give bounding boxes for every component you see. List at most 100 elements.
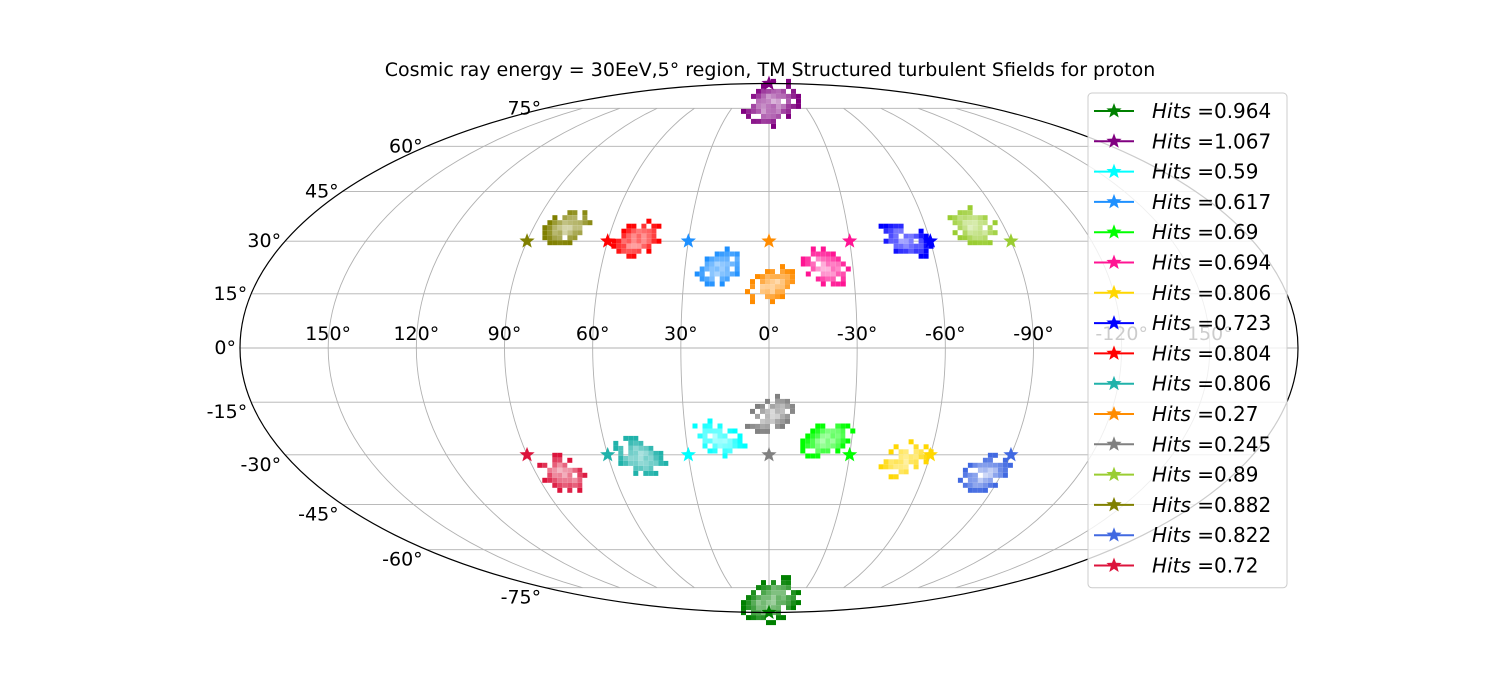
hit-cell	[781, 580, 786, 586]
source-star-marker	[1003, 446, 1019, 462]
hit-cell	[552, 482, 558, 488]
hit-cell	[699, 266, 705, 272]
hit-cell	[741, 108, 746, 114]
hit-cell	[626, 253, 632, 259]
hit-cell	[780, 264, 785, 270]
hit-cell	[820, 423, 826, 429]
legend-star-marker	[1106, 254, 1122, 269]
hit-cell	[972, 472, 978, 478]
hit-cell	[800, 443, 806, 449]
hit-cell	[756, 605, 761, 611]
hit-cell	[987, 477, 993, 483]
hit-cell	[734, 266, 740, 272]
hit-cell	[611, 243, 617, 249]
hit-cell	[765, 413, 770, 419]
hit-cell	[840, 281, 846, 287]
hit-cell	[643, 470, 649, 476]
hit-cell	[987, 230, 993, 236]
hit-cell	[646, 218, 652, 224]
hit-cell	[805, 453, 811, 459]
hit-cell	[567, 215, 573, 221]
hit-cell	[776, 600, 781, 606]
hit-cell	[903, 449, 909, 455]
hit-region	[741, 78, 801, 129]
hit-cell	[751, 118, 756, 124]
hit-cell	[967, 215, 973, 221]
hit-cell	[918, 449, 924, 455]
hit-cell	[567, 482, 573, 488]
hit-cell	[845, 438, 851, 444]
hit-cell	[729, 251, 735, 257]
hit-cell	[967, 477, 973, 483]
hit-cell	[898, 449, 904, 455]
hit-cell	[888, 459, 894, 465]
hit-cell	[825, 276, 831, 282]
hit-cell	[835, 443, 841, 449]
legend-entry: Hits =0.882	[1094, 493, 1271, 517]
hit-cell	[643, 460, 649, 466]
hit-cell	[982, 477, 988, 483]
hit-cell	[820, 443, 826, 449]
hit-cell	[766, 585, 771, 591]
hit-cell	[742, 443, 748, 449]
legend-label: Hits =0.804	[1152, 341, 1271, 365]
hit-cell	[724, 276, 730, 282]
hit-cell	[771, 585, 776, 591]
hit-cell	[714, 251, 720, 257]
hit-cell	[623, 460, 629, 466]
hit-cell	[712, 428, 718, 434]
legend-star-marker	[1106, 224, 1122, 239]
hit-cell	[760, 418, 765, 424]
hit-cell	[572, 225, 578, 231]
hit-cell	[982, 487, 988, 493]
hit-cell	[913, 243, 919, 249]
hit-cell	[577, 467, 583, 473]
hit-cell	[835, 261, 841, 267]
hit-cell	[903, 233, 909, 239]
hit-cell	[805, 261, 811, 267]
legend-star-marker	[1106, 496, 1122, 512]
hit-cell	[923, 459, 929, 465]
lon-tick-label: -60°	[925, 323, 966, 345]
hit-cell	[835, 256, 841, 262]
hit-cell	[636, 248, 642, 254]
hit-cell	[761, 98, 766, 104]
legend-entry: Hits =0.27	[1094, 402, 1259, 426]
legend-label: Hits =0.89	[1152, 463, 1259, 487]
hit-cell	[567, 472, 573, 478]
hit-cell	[790, 269, 795, 275]
hit-cell	[835, 271, 841, 277]
hit-cell	[717, 423, 723, 429]
hit-cell	[766, 118, 771, 124]
hit-cell	[775, 279, 780, 285]
legend-star-marker	[1106, 345, 1122, 360]
hit-cell	[815, 276, 821, 282]
hit-cell	[727, 448, 733, 454]
hit-cell	[908, 243, 914, 249]
hit-cell	[572, 230, 578, 236]
hit-cell	[562, 477, 568, 483]
hit-cell	[830, 256, 836, 262]
hit-cell	[977, 235, 983, 241]
hit-cell	[547, 230, 553, 236]
hit-cell	[992, 230, 998, 236]
hit-cell	[893, 243, 899, 249]
hit-cell	[962, 230, 968, 236]
hit-cell	[699, 276, 705, 282]
hit-cell	[613, 445, 619, 451]
hit-cell	[780, 289, 785, 295]
hit-cell	[957, 215, 963, 221]
hit-cell	[830, 276, 836, 282]
hit-cell	[626, 238, 632, 244]
hit-cell	[850, 428, 856, 434]
hit-cell	[775, 398, 780, 404]
hit-cell	[810, 246, 816, 252]
hit-cell	[697, 433, 703, 439]
hit-cell	[800, 261, 806, 267]
meridian-line	[680, 108, 733, 588]
hit-cell	[780, 269, 785, 275]
hit-cell	[987, 225, 993, 231]
projection-outline	[239, 82, 1299, 614]
hit-cell	[694, 271, 700, 277]
hit-cell	[840, 423, 846, 429]
